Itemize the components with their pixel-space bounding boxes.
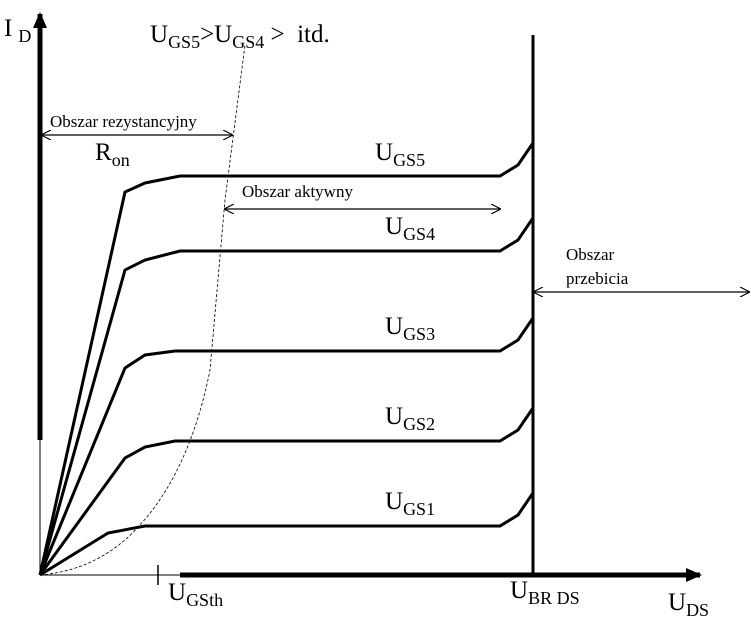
label-sub: GS3 [403, 324, 435, 344]
axes [33, 12, 702, 585]
curve-label: UGS1 [385, 488, 435, 519]
curve-label: UGS3 [385, 313, 435, 344]
label-sub: GS2 [403, 414, 435, 434]
breakdown-label: Obszar [566, 245, 614, 264]
label-main: U [668, 589, 686, 616]
curve [38, 317, 535, 576]
label-main: U [510, 577, 528, 604]
breakdown-voltage-label: UBR DS [510, 577, 580, 608]
label-sub: GS4 [403, 224, 435, 244]
curve-label: UGS2 [385, 403, 435, 434]
label-sub: GS1 [403, 499, 435, 519]
label-sub: DS [686, 600, 709, 620]
headline-part: U [150, 21, 168, 48]
threshold-label: UGSth [168, 579, 223, 610]
curve [38, 407, 535, 576]
boundary-curve [39, 44, 246, 576]
label-sub: GSth [186, 590, 223, 610]
curve-label: UGS4 [385, 213, 435, 244]
label-main: U [385, 488, 403, 515]
label-main: U [385, 213, 403, 240]
x-axis-label: UDS [668, 589, 709, 620]
label-sub: D [18, 26, 31, 46]
label-main: U [375, 139, 393, 166]
curve-label: UGS5 [375, 139, 425, 170]
label-sub: BR DS [528, 588, 580, 608]
headline: UGS5>UGS4 > itd. [150, 21, 330, 52]
label-sub: GS5 [393, 150, 425, 170]
curve [39, 492, 535, 577]
label-sub: on [112, 150, 130, 170]
label-main: U [168, 579, 186, 606]
region-arrows [42, 135, 749, 292]
ron-label: Ron [95, 139, 130, 170]
headline-part: GS4 [232, 32, 264, 52]
curve [38, 142, 535, 576]
curve-labels: UGS5 UGS4 UGS3 UGS2 UGS1 [375, 139, 435, 519]
headline-part: >U [200, 21, 232, 48]
ohmic-label: Obszar rezystancyjny [50, 112, 197, 131]
curve [38, 217, 535, 576]
breakdown-label: przebicia [566, 269, 629, 288]
label-main: R [95, 139, 112, 166]
active-label: Obszar aktywny [242, 182, 353, 201]
label-main: U [385, 313, 403, 340]
label-main: U [385, 403, 403, 430]
headline-part: > itd. [264, 21, 330, 48]
curves [38, 44, 535, 577]
headline-part: GS5 [168, 32, 200, 52]
label-main: I [4, 15, 12, 42]
